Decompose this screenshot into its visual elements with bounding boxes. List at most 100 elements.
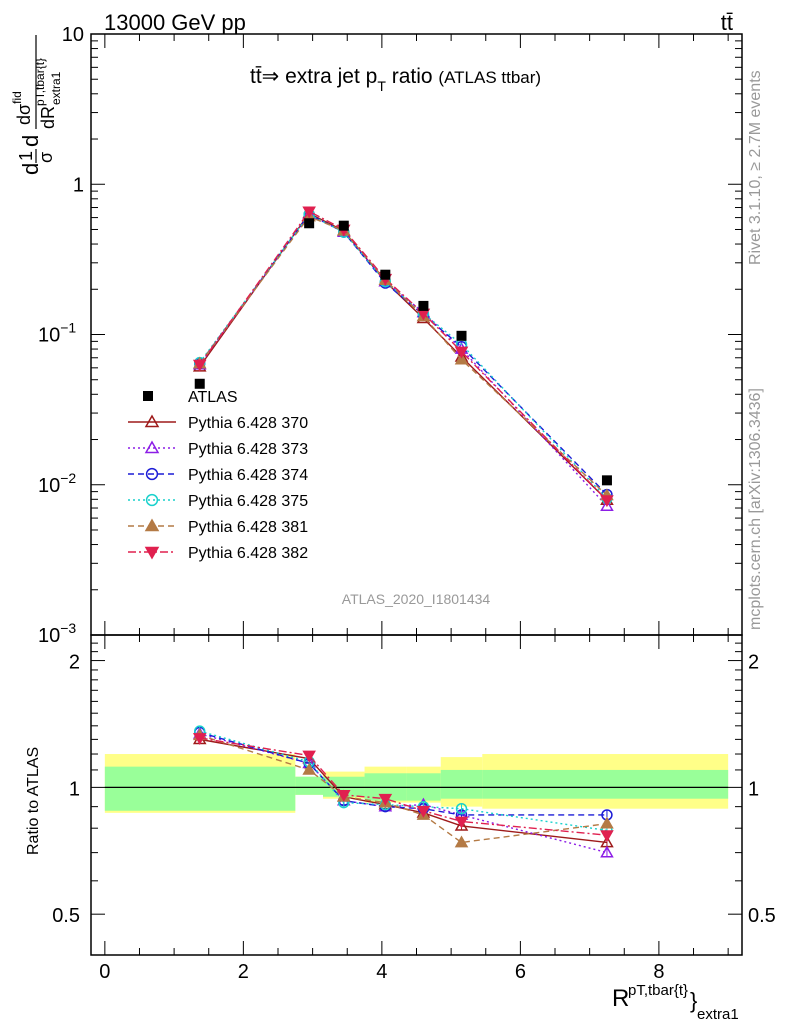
title-tail: ratio [386, 65, 433, 88]
ratio-y-label: Ratio to ATLAS [25, 747, 42, 855]
ratio-y-tick-label-right: 0.5 [748, 905, 776, 927]
legend-marker [144, 546, 160, 560]
svg-text:pT,tbar{t}: pT,tbar{t} [628, 982, 688, 999]
data-point [456, 330, 467, 341]
ylabel-num-sup: fid [10, 91, 24, 104]
x-tick-label: 0 [99, 961, 110, 983]
ylabel-prefix-num: 1 [16, 151, 36, 161]
y-tick-base: 10 [38, 475, 60, 497]
data-point [601, 475, 612, 486]
x-tick-label: 8 [653, 961, 664, 983]
xlabel-close: } [690, 988, 697, 1013]
x-tick-label: 6 [515, 961, 526, 983]
x-tick-label: 2 [238, 961, 249, 983]
y-tick-label: 10−2 [38, 470, 76, 497]
legend-label: Pythia 6.428 373 [188, 441, 308, 458]
ratio-y-tick-label-right: 1 [748, 778, 759, 800]
xlabel-base: R [612, 985, 629, 1012]
svg-text:σ: σ [36, 152, 56, 163]
band-inner-bin [482, 769, 729, 799]
ratio-point [192, 733, 207, 745]
ratio-point [302, 750, 316, 763]
band-inner-bin [295, 776, 324, 795]
band-inner-bin [323, 776, 365, 797]
svg-text:extra1: extra1 [697, 1006, 739, 1023]
ratio-y-tick-label: 0.5 [52, 905, 80, 927]
svg-text:R: R [612, 985, 629, 1012]
rivet-label: Rivet 3.1.10, ≥ 2.7M events [747, 70, 764, 265]
header-left: 13000 GeV pp [104, 10, 246, 35]
ratio-point [302, 762, 316, 775]
ratio-point [336, 789, 351, 802]
xlabel-sup: pT,tbar{t} [628, 982, 688, 999]
ratio-y-tick-label-right: 2 [748, 652, 759, 674]
ratio-point [600, 816, 614, 829]
legend: ATLAS Pythia 6.428 370 Pythia 6.428 373 Pyt… [128, 389, 308, 562]
svg-text:d: d [18, 135, 43, 147]
ratio-point [454, 835, 469, 848]
svg-text:extra1: extra1 [49, 71, 63, 105]
y-tick-label: 1 [73, 174, 84, 196]
ratio-point [378, 793, 393, 806]
legend-label: Pythia 6.428 381 [188, 519, 308, 536]
legend-marker [144, 440, 160, 454]
main-y-label: d 1 σ d dσfid dRpT,tbar{t} extra1 [10, 35, 63, 175]
y-tick-exp: −3 [60, 620, 76, 636]
series-line [199, 213, 608, 499]
legend-label: Pythia 6.428 374 [188, 467, 308, 484]
legend-label: Pythia 6.428 375 [188, 493, 308, 510]
x-tick-label: 4 [376, 961, 387, 983]
svg-text:dRpT,tbar{t}: dRpT,tbar{t} [33, 58, 58, 129]
legend-marker [144, 414, 160, 428]
ratio-point [454, 816, 469, 829]
ratio-panel: 0 2 4 6 8 0.5 0.5 1 1 2 2 [52, 634, 776, 983]
ylabel-d1: d [18, 163, 43, 175]
ratio-point [416, 805, 431, 818]
y-tick-label: 10−1 [38, 320, 76, 347]
series-point [454, 352, 469, 365]
ylabel-den: dR [38, 106, 58, 129]
analysis-id: ATLAS_2020_I1801434 [342, 591, 491, 607]
y-tick-label: 10 [62, 24, 84, 46]
ratio-point [600, 845, 614, 858]
legend-label: ATLAS [188, 389, 238, 406]
svg-text:1: 1 [16, 151, 36, 161]
legend-label: Pythia 6.428 382 [188, 545, 308, 562]
ylabel-den-sub: extra1 [49, 71, 63, 105]
data-point [380, 269, 391, 280]
ylabel-num: dσ [14, 104, 34, 125]
data-point [418, 300, 429, 311]
data-point [304, 218, 315, 229]
series-point [454, 346, 469, 359]
series-point [600, 499, 614, 512]
legend-data-marker [143, 391, 153, 401]
svg-text:tt̄⇒ extra jet pT ratio: tt̄⇒ extra jet pT ratio (ATLAS ttbar) [250, 65, 541, 94]
ratio-content [192, 725, 614, 858]
y-tick-base: 10 [38, 325, 60, 347]
ratio-y-tick-label: 1 [69, 778, 80, 800]
plot-title: tt̄⇒ extra jet pT ratio (ATLAS ttbar) [250, 65, 541, 94]
y-tick-label: 10−3 [38, 620, 76, 647]
data-point [338, 220, 349, 231]
series-point [302, 206, 316, 219]
band-inner-bin [104, 766, 296, 811]
ylabel-d2: d [18, 135, 43, 147]
ylabel-prefix-den: σ [36, 152, 56, 163]
header-right: tt̄ [721, 10, 733, 35]
series-line [199, 213, 608, 507]
legend-marker [144, 518, 160, 532]
title-main: tt̄⇒ extra jet p [250, 65, 377, 88]
svg-text:dσfid: dσfid [10, 91, 34, 125]
ratio-point [455, 802, 468, 815]
legend-marker [145, 467, 159, 481]
y-tick-exp: −2 [60, 470, 76, 486]
series-point [192, 359, 207, 372]
ratio-bands [104, 754, 729, 813]
ratio-point [454, 818, 469, 831]
series-point [600, 495, 614, 508]
main-content [192, 206, 614, 512]
y-tick-base: 10 [38, 625, 60, 647]
legend-marker [145, 493, 159, 507]
